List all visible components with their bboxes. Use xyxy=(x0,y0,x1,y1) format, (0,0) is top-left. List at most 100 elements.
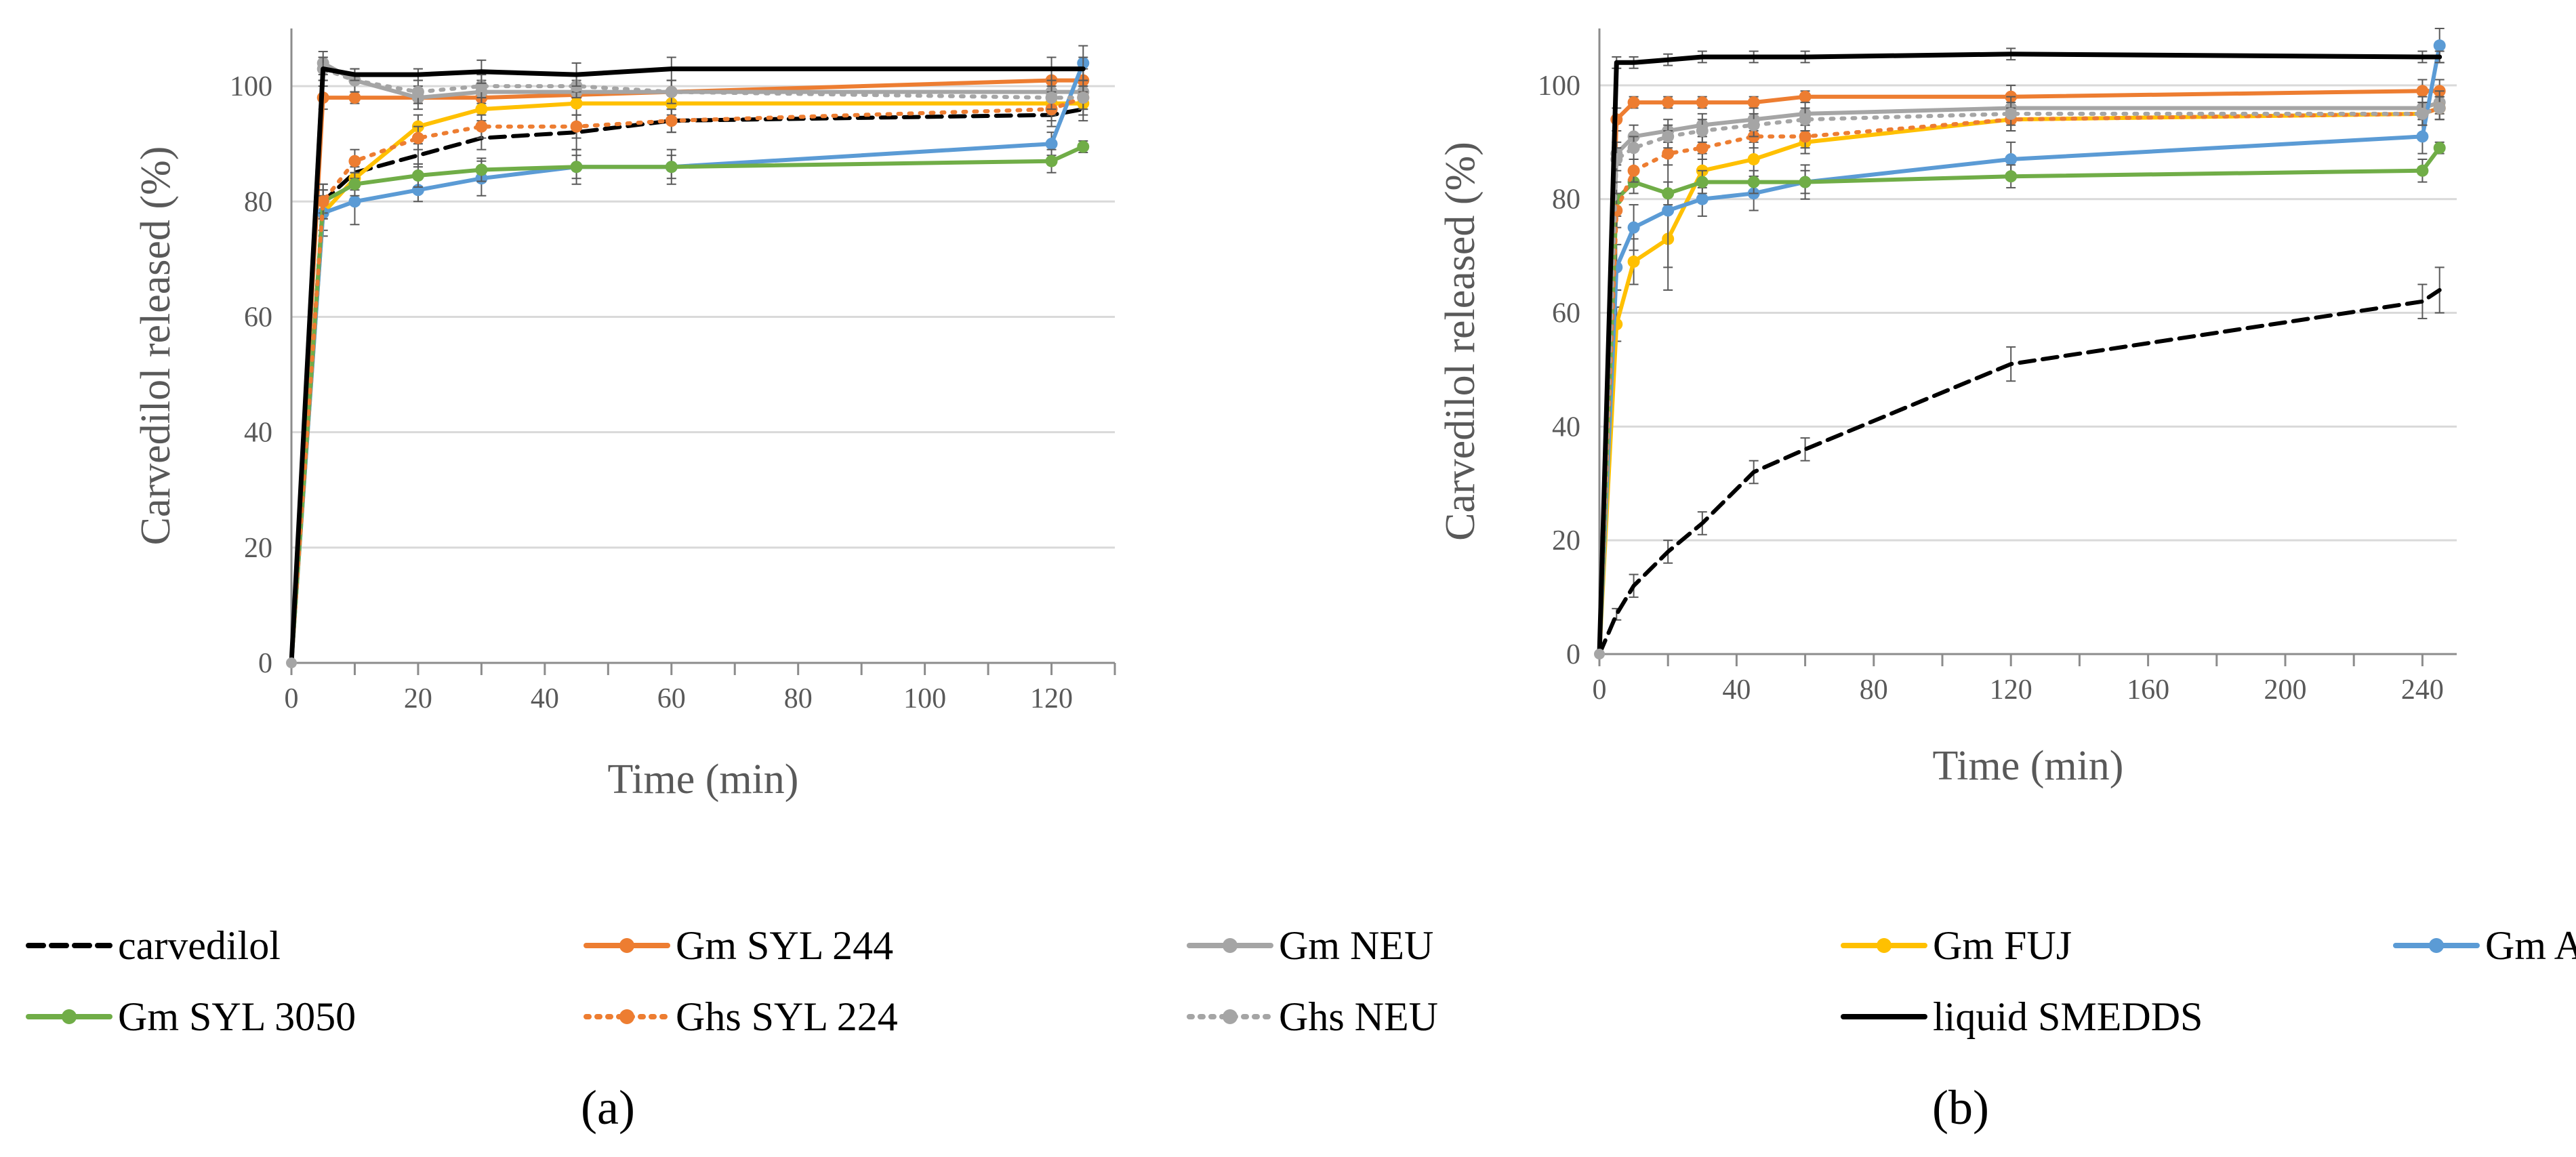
series-gm-neu xyxy=(289,51,1090,665)
data-point xyxy=(1627,164,1640,177)
series-gm-aer xyxy=(289,45,1090,665)
data-point xyxy=(1799,113,1812,126)
data-point xyxy=(1045,155,1058,167)
legend-marker xyxy=(1223,1009,1238,1024)
x-tick-label: 240 xyxy=(2401,674,2444,706)
legend-marker xyxy=(619,1009,634,1024)
legend-marker xyxy=(2429,938,2444,953)
data-point xyxy=(2416,130,2429,143)
data-point xyxy=(348,195,361,208)
legend: carvedilol Gm SYL 244 Gm NEU Gm FUJ Gm AER Gm… xyxy=(26,923,2576,1039)
legend-item-gm-syl-244: Gm SYL 244 xyxy=(584,923,893,968)
y-tick-label: 80 xyxy=(244,186,272,218)
data-point xyxy=(475,163,488,176)
y-axis-label: Carvedilol released (%) xyxy=(1437,142,1484,541)
series-line-ghs-syl-224 xyxy=(289,96,1086,665)
x-tick-label: 100 xyxy=(903,683,946,714)
legend-label: Gm AER xyxy=(2485,923,2576,968)
series-gm-syl-3050 xyxy=(1597,141,2446,656)
data-point xyxy=(316,195,329,208)
y-tick-label: 80 xyxy=(1552,184,1580,216)
series-line-liquid-smedds xyxy=(289,66,1086,666)
data-point xyxy=(2005,170,2018,183)
x-tick-label: 200 xyxy=(2264,674,2307,706)
data-point xyxy=(1696,192,1709,205)
series-line-gm-syl-3050 xyxy=(289,144,1086,665)
data-point xyxy=(1627,256,1640,268)
y-tick-label: 20 xyxy=(1552,525,1580,556)
series-line-carvedilol xyxy=(1597,288,2442,656)
data-point xyxy=(1662,130,1675,143)
data-point xyxy=(411,85,424,98)
legend-item-ghs-syl-224: Ghs SYL 224 xyxy=(584,994,898,1039)
x-tick-label: 40 xyxy=(531,683,559,714)
y-tick-label: 0 xyxy=(1566,639,1580,670)
data-point xyxy=(1696,142,1709,155)
legend-item-gm-syl-3050: Gm SYL 3050 xyxy=(26,994,356,1039)
data-point xyxy=(1747,176,1760,188)
legend-item-gm-neu: Gm NEU xyxy=(1187,923,1433,968)
y-tick-label: 40 xyxy=(244,418,272,449)
series-carvedilol xyxy=(289,97,1088,665)
y-tick-label: 20 xyxy=(244,533,272,564)
data-point xyxy=(411,131,424,144)
x-tick-label: 40 xyxy=(1722,674,1751,706)
series-gm-syl-3050 xyxy=(289,140,1090,665)
data-point xyxy=(348,178,361,190)
data-point xyxy=(475,120,488,133)
data-point xyxy=(570,161,583,174)
data-point xyxy=(2416,85,2429,98)
y-tick-label: 60 xyxy=(1552,298,1580,329)
data-point xyxy=(348,92,361,104)
legend-label: Gm SYL 244 xyxy=(676,923,893,968)
panel-a-label: (a) xyxy=(581,1080,635,1135)
x-tick-label: 80 xyxy=(1860,674,1888,706)
series-line-gm-neu xyxy=(289,61,1086,665)
data-point xyxy=(2005,107,2018,120)
data-point xyxy=(1747,119,1760,131)
y-tick-label: 100 xyxy=(230,71,272,102)
series-line-gm-fuj xyxy=(1597,106,2442,656)
data-point xyxy=(475,103,488,116)
y-tick-label: 40 xyxy=(1552,411,1580,443)
x-axis-label: Time (min) xyxy=(1933,743,2124,789)
legend-item-liquid-smedds: liquid SMEDDS xyxy=(1841,994,2203,1039)
data-point xyxy=(1662,96,1675,109)
data-point xyxy=(1799,176,1812,188)
data-point xyxy=(1077,92,1090,104)
legend-label: carvedilol xyxy=(118,923,281,968)
data-point xyxy=(1747,96,1760,109)
legend-marker xyxy=(62,1009,77,1024)
data-point xyxy=(1696,125,1709,138)
legend-item-ghs-neu: Ghs NEU xyxy=(1187,994,1438,1039)
data-point xyxy=(1696,176,1709,188)
legend-label: Ghs NEU xyxy=(1279,994,1438,1039)
y-tick-label: 100 xyxy=(1538,70,1580,102)
x-tick-label: 120 xyxy=(1030,683,1073,714)
y-tick-label: 60 xyxy=(244,302,272,333)
series-liquid-smedds xyxy=(289,56,1088,666)
x-tick-label: 60 xyxy=(657,683,686,714)
series-liquid-smedds xyxy=(1597,47,2445,657)
x-tick-label: 20 xyxy=(404,683,432,714)
data-point xyxy=(570,120,583,133)
data-point xyxy=(1627,221,1640,234)
panel-b-label: (b) xyxy=(1932,1080,1989,1135)
x-tick-label: 120 xyxy=(1990,674,2032,706)
data-point xyxy=(665,161,678,174)
series-carvedilol xyxy=(1597,266,2445,656)
data-point xyxy=(1747,153,1760,165)
data-point xyxy=(1696,96,1709,109)
data-point xyxy=(570,97,583,110)
data-point xyxy=(1662,147,1675,160)
legend-item-gm-aer: Gm AER xyxy=(2393,923,2576,968)
legend-marker xyxy=(1223,938,1238,953)
x-axis-label: Time (min) xyxy=(608,756,799,803)
x-tick-label: 160 xyxy=(2127,674,2169,706)
data-point xyxy=(1045,92,1058,104)
series-line-gm-syl-3050 xyxy=(1597,146,2442,656)
series-line-gm-syl-244 xyxy=(1597,89,2442,656)
data-point xyxy=(1627,142,1640,155)
data-point xyxy=(665,115,678,127)
